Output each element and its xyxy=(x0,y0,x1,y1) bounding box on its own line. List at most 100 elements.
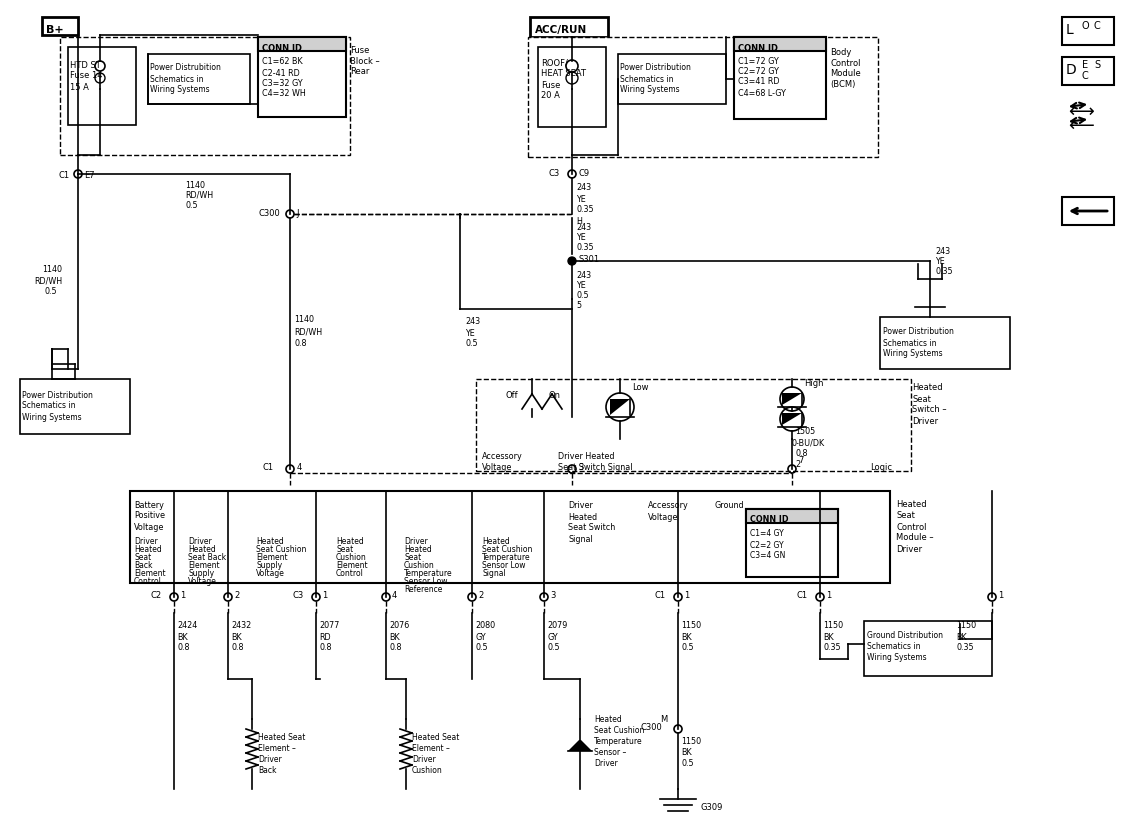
Text: Driver: Driver xyxy=(896,544,922,553)
Text: Driver: Driver xyxy=(594,758,618,768)
Text: Signal: Signal xyxy=(482,569,506,578)
Text: Seat Switch: Seat Switch xyxy=(568,522,615,532)
Text: 15 A: 15 A xyxy=(70,83,89,91)
Text: RD/WH: RD/WH xyxy=(34,277,62,285)
Text: Sensor Low: Sensor Low xyxy=(404,577,448,585)
Text: Element: Element xyxy=(134,569,165,578)
Text: C1: C1 xyxy=(58,171,69,181)
Text: Heated: Heated xyxy=(336,537,363,546)
Text: CONN ID: CONN ID xyxy=(750,515,789,524)
Bar xyxy=(880,318,1010,369)
Text: 0-BU/DK: 0-BU/DK xyxy=(791,438,825,447)
Text: C4=32 WH: C4=32 WH xyxy=(262,89,306,99)
Text: Element –: Element – xyxy=(412,744,450,753)
Text: Control: Control xyxy=(336,569,363,578)
Text: Supply: Supply xyxy=(188,569,214,578)
Text: Driver: Driver xyxy=(404,537,428,546)
Text: 0.35: 0.35 xyxy=(576,243,594,253)
Text: S301: S301 xyxy=(578,255,600,264)
Text: C: C xyxy=(1094,21,1100,31)
Bar xyxy=(746,509,838,523)
Text: GY: GY xyxy=(547,632,558,641)
Text: Seat: Seat xyxy=(404,553,421,562)
Text: ⟵: ⟵ xyxy=(1068,117,1094,135)
Text: 0.35: 0.35 xyxy=(956,643,973,652)
Text: C1=62 BK: C1=62 BK xyxy=(262,57,303,66)
Text: 1140: 1140 xyxy=(42,265,62,274)
Text: 0.8: 0.8 xyxy=(294,339,306,348)
Text: Driver: Driver xyxy=(258,754,281,763)
Text: Block –: Block – xyxy=(350,56,380,65)
Circle shape xyxy=(568,258,576,266)
Text: Schematics in: Schematics in xyxy=(620,75,674,84)
Text: Back: Back xyxy=(134,561,153,570)
Text: Power Distribution: Power Distribution xyxy=(22,390,93,399)
Text: Logic: Logic xyxy=(870,463,892,472)
Text: High: High xyxy=(804,378,824,387)
Text: Fuse: Fuse xyxy=(350,46,369,55)
Text: Wiring Systems: Wiring Systems xyxy=(150,85,209,94)
Bar xyxy=(864,621,992,676)
Text: 0.8: 0.8 xyxy=(231,643,243,652)
Text: C2-41 RD: C2-41 RD xyxy=(262,69,299,77)
Text: M: M xyxy=(660,715,667,724)
Text: E: E xyxy=(1082,60,1088,70)
Text: On: On xyxy=(548,390,560,399)
Text: Element: Element xyxy=(256,553,288,562)
Text: Element: Element xyxy=(188,561,219,570)
Text: BK: BK xyxy=(824,632,834,641)
Polygon shape xyxy=(568,739,592,751)
Text: 0.5: 0.5 xyxy=(681,758,694,768)
Text: Seat Cushion: Seat Cushion xyxy=(256,545,306,554)
Text: Module: Module xyxy=(830,70,861,79)
Text: 2: 2 xyxy=(234,591,240,599)
Text: C300: C300 xyxy=(258,209,280,217)
Text: 1140: 1140 xyxy=(294,315,314,324)
Text: Schematics in: Schematics in xyxy=(867,642,920,651)
Text: GY: GY xyxy=(475,632,486,641)
Text: Ground: Ground xyxy=(714,501,744,510)
Text: CONN ID: CONN ID xyxy=(738,43,778,52)
Text: 2077: 2077 xyxy=(319,621,340,630)
Text: Seat: Seat xyxy=(336,545,353,554)
Text: 1505: 1505 xyxy=(795,427,816,436)
Text: 1140: 1140 xyxy=(184,181,205,190)
Text: Driver Heated: Driver Heated xyxy=(558,452,614,461)
Text: BK: BK xyxy=(956,632,966,641)
Text: BK: BK xyxy=(681,748,692,757)
Text: BK: BK xyxy=(177,632,188,641)
Text: Temperature: Temperature xyxy=(404,569,452,578)
Text: Heated: Heated xyxy=(404,545,432,554)
Text: C300: C300 xyxy=(640,723,662,732)
Text: 0.5: 0.5 xyxy=(576,290,588,299)
Text: Wiring Systems: Wiring Systems xyxy=(883,349,943,358)
Text: Sensor –: Sensor – xyxy=(594,748,627,757)
Text: 243: 243 xyxy=(935,248,951,256)
Text: YE: YE xyxy=(576,280,586,289)
Text: C1: C1 xyxy=(654,591,665,599)
Text: Heated: Heated xyxy=(568,512,597,521)
Text: RD/WH: RD/WH xyxy=(184,190,213,200)
Text: Voltage: Voltage xyxy=(134,522,164,531)
Text: S: S xyxy=(1094,60,1100,70)
Text: 1150: 1150 xyxy=(956,621,976,630)
Text: Module –: Module – xyxy=(896,533,934,542)
Text: Wiring Systems: Wiring Systems xyxy=(22,412,82,421)
Polygon shape xyxy=(610,400,630,416)
Text: E7: E7 xyxy=(84,171,95,181)
Text: Seat: Seat xyxy=(896,511,915,520)
Bar xyxy=(130,491,890,583)
Text: Seat Switch Signal: Seat Switch Signal xyxy=(558,463,632,472)
Text: Ground Distribution: Ground Distribution xyxy=(867,631,943,640)
Text: Body: Body xyxy=(830,47,852,56)
Bar xyxy=(148,55,250,105)
Polygon shape xyxy=(782,413,802,426)
Text: C1=72 GY: C1=72 GY xyxy=(738,57,778,66)
Text: 0.35: 0.35 xyxy=(935,267,953,277)
Text: J: J xyxy=(296,209,298,217)
Text: O: O xyxy=(1082,21,1090,31)
Text: 0.5: 0.5 xyxy=(681,643,694,652)
Text: G309: G309 xyxy=(700,802,722,811)
Text: 0.8: 0.8 xyxy=(389,643,402,652)
Text: C2=72 GY: C2=72 GY xyxy=(738,67,778,76)
